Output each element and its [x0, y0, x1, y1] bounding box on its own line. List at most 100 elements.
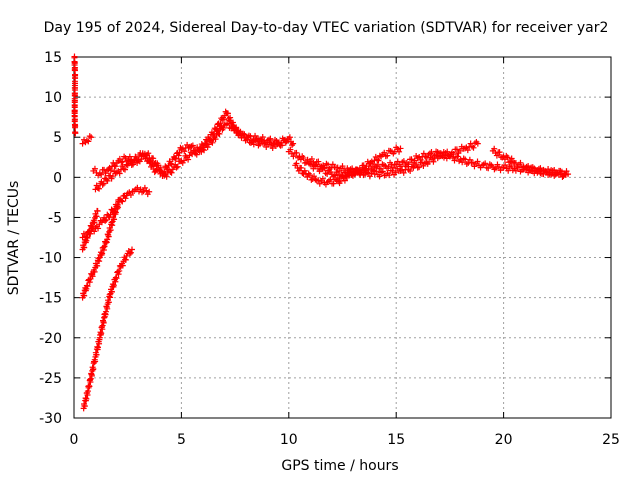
data-point: [339, 163, 346, 170]
data-point: [283, 138, 290, 145]
y-tick-label: -30: [39, 411, 62, 427]
data-point: [122, 256, 129, 263]
data-point: [309, 175, 316, 182]
data-point: [508, 162, 515, 169]
data-point: [120, 165, 127, 172]
x-tick-label: 20: [495, 432, 513, 448]
data-point: [94, 344, 101, 351]
data-points: [71, 53, 572, 412]
data-point: [464, 147, 471, 154]
data-point: [496, 149, 503, 156]
data-point: [98, 330, 105, 337]
data-point: [444, 148, 451, 155]
data-point: [115, 271, 122, 278]
data-point: [103, 216, 110, 223]
y-axis-label: SDTVAR / TECUs: [6, 181, 22, 296]
data-point: [116, 155, 123, 162]
data-point: [89, 225, 96, 232]
data-point: [119, 262, 126, 269]
data-point: [116, 267, 123, 274]
data-point: [163, 173, 170, 180]
data-point: [367, 159, 374, 166]
data-point: [123, 161, 130, 168]
data-point: [157, 164, 164, 171]
data-point: [72, 123, 79, 130]
data-point: [420, 150, 427, 157]
data-point: [72, 130, 79, 137]
data-point: [247, 140, 254, 147]
chart-title: Day 195 of 2024, Sidereal Day-to-day VTE…: [44, 20, 609, 36]
data-point: [83, 395, 90, 402]
data-point: [143, 187, 150, 194]
data-point: [227, 114, 234, 121]
data-point: [491, 145, 498, 152]
x-tick-label: 25: [602, 432, 620, 448]
data-point: [267, 135, 274, 142]
data-point: [128, 246, 135, 253]
data-point: [185, 156, 192, 163]
axis-ticks: 0 5 10 15 20 25 -30 -25 -20 -15 -10 -5 0 5 10 15: [39, 50, 620, 448]
data-point: [312, 162, 319, 169]
data-point: [528, 167, 535, 174]
data-point: [112, 163, 119, 170]
data-point: [84, 235, 91, 242]
data-point: [381, 149, 388, 156]
data-point: [93, 213, 100, 220]
data-point: [173, 164, 180, 171]
data-point: [140, 188, 147, 195]
data-point: [330, 180, 337, 187]
data-point: [86, 230, 93, 237]
data-point: [242, 137, 249, 144]
data-point: [220, 125, 227, 132]
data-point: [91, 228, 98, 235]
data-point: [502, 162, 509, 169]
data-point: [89, 273, 96, 280]
data-point: [385, 163, 392, 170]
data-point: [95, 255, 102, 262]
data-point: [311, 173, 318, 180]
data-point: [142, 155, 149, 162]
data-point: [535, 168, 542, 175]
data-point: [111, 216, 118, 223]
data-point: [94, 208, 101, 215]
data-point: [290, 153, 297, 160]
x-tick-label: 5: [177, 432, 186, 448]
data-point: [127, 191, 134, 198]
data-point: [269, 145, 276, 152]
data-point: [108, 206, 115, 213]
data-point: [108, 175, 115, 182]
data-point: [99, 181, 106, 188]
data-point: [362, 170, 369, 177]
data-point: [286, 134, 293, 141]
x-tick-label: 15: [387, 432, 405, 448]
data-point: [189, 142, 196, 149]
data-point: [105, 299, 112, 306]
data-point: [209, 139, 216, 146]
data-point: [250, 141, 257, 148]
data-point: [146, 188, 153, 195]
data-point: [374, 156, 381, 163]
data-point: [493, 152, 500, 159]
data-point: [71, 101, 78, 108]
data-point: [174, 163, 181, 170]
data-point: [145, 150, 152, 157]
data-point: [116, 196, 123, 203]
data-point: [116, 170, 123, 177]
data-point: [107, 167, 114, 174]
data-point: [551, 167, 558, 174]
data-point: [233, 124, 240, 131]
data-point: [321, 164, 328, 171]
data-point: [88, 372, 95, 379]
data-point: [176, 149, 183, 156]
data-point: [213, 126, 220, 133]
data-point: [172, 155, 179, 162]
data-point: [565, 171, 572, 178]
data-point: [181, 148, 188, 155]
data-point: [275, 139, 282, 146]
data-point: [407, 168, 414, 175]
data-point: [416, 164, 423, 171]
data-point: [239, 130, 246, 137]
x-tick-label: 0: [70, 432, 79, 448]
data-point: [376, 152, 383, 159]
data-point: [469, 159, 476, 166]
